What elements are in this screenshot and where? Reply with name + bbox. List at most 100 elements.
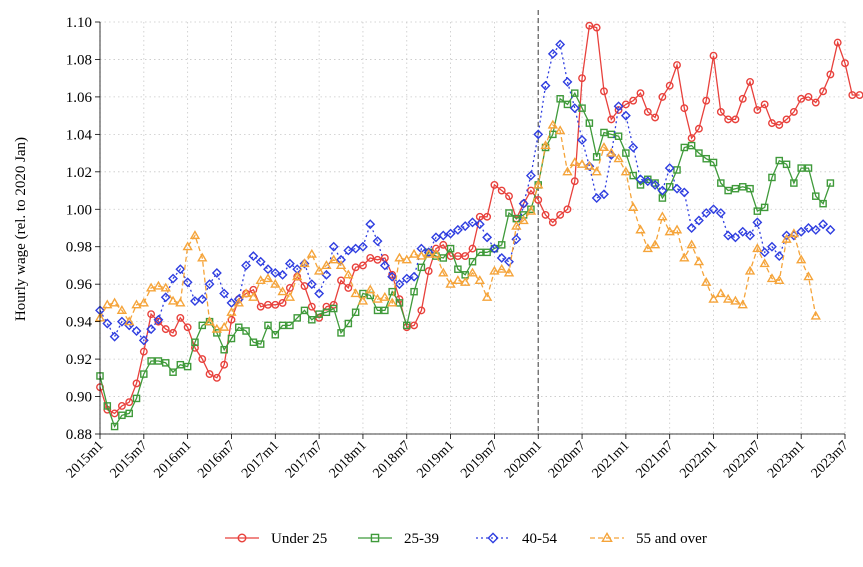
- data-point: [657, 185, 668, 196]
- data-point: [474, 219, 485, 230]
- data-point: [607, 130, 616, 139]
- data-point: [620, 110, 631, 121]
- x-tick-labels: 2015m1 2015m7 2016m1 2016m7 2017m1 2017m7 2018…: [64, 438, 852, 481]
- data-point: [453, 252, 462, 261]
- data-point: [344, 283, 353, 292]
- data-point: [628, 142, 639, 153]
- data-point: [373, 255, 382, 264]
- data-point: [438, 267, 449, 277]
- legend-label: 55 and over: [636, 531, 707, 547]
- data-point: [775, 156, 784, 165]
- data-point: [161, 325, 170, 334]
- data-point: [701, 276, 712, 286]
- data-point: [591, 193, 602, 203]
- data-point: [642, 243, 653, 253]
- data-point: [146, 324, 157, 335]
- data-point: [497, 241, 506, 249]
- data-point: [650, 179, 661, 190]
- data-point: [738, 183, 747, 191]
- legend-label: Under 25: [271, 531, 327, 547]
- x-tick-label: 2019m7: [458, 438, 501, 481]
- y-tick-labels: 0.88 0.90 0.92 0.94 0.96 0.98 1.00 1.02 1.04 1.06…: [66, 15, 93, 443]
- data-point: [774, 275, 785, 285]
- y-tick-label: 1.08: [66, 52, 92, 68]
- data-point: [563, 205, 572, 214]
- data-point: [255, 275, 266, 285]
- data-point: [511, 220, 522, 230]
- data-point: [461, 252, 470, 261]
- data-point: [110, 422, 119, 431]
- data-point: [153, 314, 164, 325]
- data-point: [328, 254, 339, 264]
- data-point: [460, 221, 471, 232]
- data-point: [417, 263, 426, 272]
- data-point: [722, 293, 734, 303]
- data-point: [198, 321, 207, 330]
- data-point: [533, 179, 544, 189]
- y-tick-label: 0.96: [66, 277, 93, 293]
- data-point: [386, 297, 398, 307]
- data-point: [519, 211, 528, 219]
- data-point: [366, 254, 375, 262]
- data-point: [752, 243, 763, 253]
- data-point: [642, 176, 653, 187]
- data-point: [635, 224, 646, 234]
- data-point: [153, 280, 164, 290]
- x-tick-label: 2015m1: [64, 438, 107, 481]
- data-point: [423, 248, 434, 258]
- data-point: [314, 288, 325, 299]
- data-point: [278, 298, 287, 307]
- data-point: [167, 295, 179, 305]
- data-point: [790, 179, 798, 187]
- data-point: [204, 279, 215, 290]
- data-point: [445, 228, 456, 239]
- data-point: [452, 275, 464, 285]
- data-point: [432, 244, 440, 253]
- data-point: [768, 173, 776, 182]
- data-point: [525, 170, 536, 181]
- data-point: [636, 181, 645, 189]
- data-point: [665, 81, 674, 90]
- data-point: [737, 299, 748, 309]
- x-tick-label: 2020m1: [502, 438, 545, 481]
- data-point: [511, 234, 522, 245]
- data-point: [454, 265, 462, 273]
- data-point: [417, 306, 426, 315]
- data-point: [555, 39, 566, 50]
- data-point: [687, 134, 696, 143]
- data-point: [497, 186, 506, 195]
- data-point: [724, 186, 732, 195]
- data-point: [525, 205, 537, 215]
- data-point: [118, 411, 126, 420]
- data-point: [138, 297, 149, 307]
- data-point: [585, 119, 594, 127]
- data-point: [235, 323, 243, 332]
- data-point: [679, 187, 690, 198]
- data-point: [620, 166, 632, 176]
- data-point: [460, 276, 471, 286]
- data-point: [242, 327, 250, 335]
- data-point: [693, 215, 704, 226]
- data-point: [102, 318, 113, 329]
- data-point: [190, 296, 200, 306]
- data-point: [811, 98, 820, 107]
- data-point: [211, 267, 222, 278]
- data-point: [423, 247, 434, 258]
- data-point: [306, 279, 317, 290]
- y-tick-label: 1.02: [66, 165, 92, 181]
- data-point: [147, 310, 156, 319]
- data-point: [671, 224, 683, 234]
- data-point: [315, 310, 323, 318]
- data-point: [708, 293, 719, 303]
- data-point: [695, 149, 703, 157]
- data-point: [848, 91, 857, 99]
- data-point: [467, 217, 478, 228]
- data-point: [607, 115, 616, 124]
- data-point: [738, 94, 747, 103]
- data-point: [264, 300, 272, 309]
- data-point: [753, 106, 762, 114]
- data-point: [643, 107, 652, 116]
- data-point: [673, 61, 681, 70]
- data-point: [284, 258, 295, 269]
- data-point: [621, 100, 630, 109]
